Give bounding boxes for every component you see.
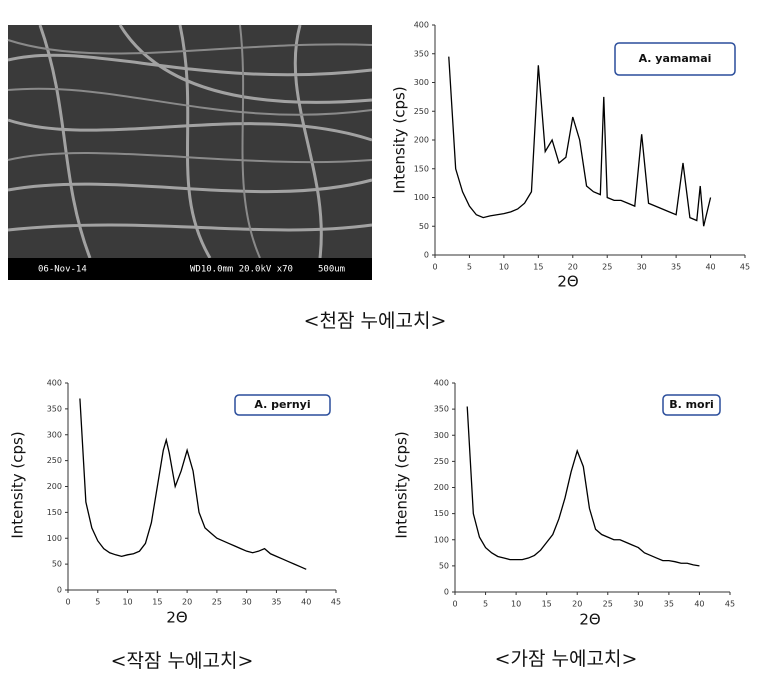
y-tick-label: 250 (414, 107, 429, 116)
sem-scale: 500um (318, 265, 345, 275)
legend-box (234, 394, 331, 416)
x-tick-label: 15 (152, 598, 162, 607)
x-tick-label: 5 (483, 600, 488, 609)
x-tick-label: 25 (603, 600, 613, 609)
y-tick-label: 400 (414, 21, 429, 30)
caption: <천잠 누에고치> (304, 310, 447, 332)
x-tick-label: 0 (452, 600, 457, 609)
y-tick-label: 100 (47, 534, 62, 543)
legend-label: A. yamamai (639, 52, 712, 65)
x-tick-label: 30 (242, 598, 252, 607)
y-tick-label: 200 (47, 482, 62, 491)
y-tick-label: 300 (414, 78, 429, 87)
x-tick-label: 30 (637, 263, 647, 272)
y-tick-label: 150 (414, 164, 429, 173)
y-tick-label: 0 (444, 588, 449, 597)
y-tick-label: 50 (52, 560, 62, 569)
x-tick-label: 35 (271, 598, 281, 607)
data-line (466, 406, 700, 567)
x-axis-label: 2Θ (557, 273, 578, 291)
y-tick-label: 200 (414, 136, 429, 145)
y-axis-label: Intensity (cps) (393, 431, 411, 538)
y-tick-label: 50 (439, 561, 449, 570)
legend-label: B. mori (669, 398, 714, 411)
x-tick-label: 10 (511, 600, 521, 609)
y-tick-label: 100 (434, 535, 449, 544)
y-tick-label: 250 (434, 457, 449, 466)
caption: <가잠 누에고치> (495, 648, 638, 670)
x-tick-label: 15 (533, 263, 543, 272)
x-tick-label: 5 (95, 598, 100, 607)
x-tick-label: 40 (694, 600, 704, 609)
y-tick-label: 400 (47, 379, 62, 388)
legend-box (662, 394, 721, 416)
y-tick-label: 350 (414, 49, 429, 58)
y-tick-label: 200 (434, 483, 449, 492)
x-tick-label: 35 (664, 600, 674, 609)
data-line (448, 56, 712, 227)
x-axis-label: 2Θ (166, 609, 187, 627)
sem-image: 06-Nov-14 WD10.0mm 20.0kV x70 500um (7, 24, 373, 280)
x-tick-label: 10 (499, 263, 509, 272)
y-tick-label: 400 (434, 379, 449, 388)
y-tick-label: 300 (47, 430, 62, 439)
x-tick-label: 0 (65, 598, 70, 607)
y-tick-label: 0 (424, 251, 429, 260)
x-tick-label: 5 (467, 263, 472, 272)
x-tick-label: 25 (602, 263, 612, 272)
sem-params: WD10.0mm 20.0kV x70 (190, 265, 293, 275)
y-tick-label: 50 (419, 222, 429, 231)
x-tick-label: 30 (633, 600, 643, 609)
x-tick-label: 40 (301, 598, 311, 607)
y-tick-label: 150 (47, 508, 62, 517)
x-tick-label: 40 (705, 263, 715, 272)
x-tick-label: 15 (542, 600, 552, 609)
data-line (79, 398, 307, 570)
x-tick-label: 25 (212, 598, 222, 607)
y-axis-label: Intensity (cps) (391, 86, 409, 193)
x-tick-label: 20 (182, 598, 192, 607)
y-tick-label: 100 (414, 193, 429, 202)
caption: <작잠 누에고치> (111, 650, 254, 672)
sem-date: 06-Nov-14 (38, 265, 87, 275)
y-tick-label: 350 (434, 405, 449, 414)
legend-label: A. pernyi (254, 398, 310, 411)
y-tick-label: 150 (434, 509, 449, 518)
y-tick-label: 300 (434, 431, 449, 440)
y-tick-label: 250 (47, 456, 62, 465)
y-tick-label: 0 (57, 586, 62, 595)
x-tick-label: 10 (122, 598, 132, 607)
x-tick-label: 20 (568, 263, 578, 272)
x-tick-label: 0 (432, 263, 437, 272)
y-tick-label: 350 (47, 404, 62, 413)
y-axis-label: Intensity (cps) (9, 431, 27, 538)
x-tick-label: 45 (725, 600, 735, 609)
legend-box (614, 42, 736, 76)
x-tick-label: 45 (740, 263, 750, 272)
x-axis-label: 2Θ (579, 611, 600, 629)
x-tick-label: 35 (671, 263, 681, 272)
x-tick-label: 45 (331, 598, 341, 607)
x-tick-label: 20 (572, 600, 582, 609)
